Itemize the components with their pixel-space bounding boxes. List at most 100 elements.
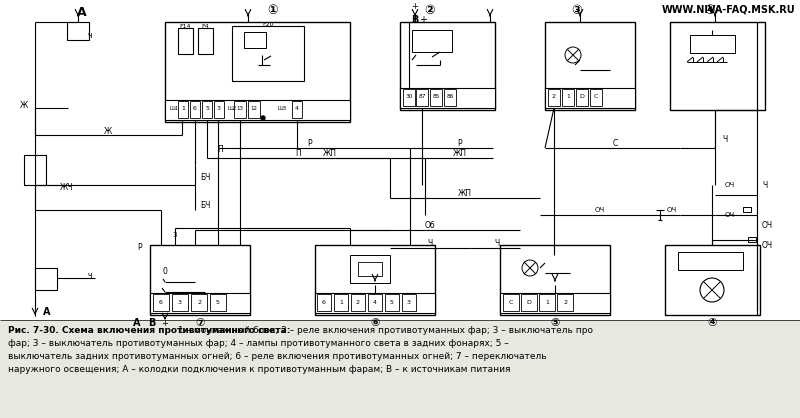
Text: Ж: Ж xyxy=(20,100,28,110)
Text: ОЧ: ОЧ xyxy=(725,212,735,218)
Text: наружного освещения; А – колодки подключения к противотуманным фарам; В – к исто: наружного освещения; А – колодки подключ… xyxy=(8,365,510,374)
Bar xyxy=(0,0,800,320)
Text: F20: F20 xyxy=(262,21,274,26)
Text: ④: ④ xyxy=(707,318,717,328)
Text: С: С xyxy=(612,140,618,148)
Text: F4: F4 xyxy=(201,23,209,28)
Text: Р: Р xyxy=(138,244,142,252)
Bar xyxy=(232,26,304,81)
Text: ⑤: ⑤ xyxy=(550,318,560,328)
Text: ①: ① xyxy=(268,3,278,16)
Text: 2: 2 xyxy=(552,94,556,99)
Text: ④: ④ xyxy=(705,3,715,16)
Text: ч: ч xyxy=(88,31,92,41)
Bar xyxy=(202,101,212,118)
Text: 0: 0 xyxy=(162,268,167,276)
Text: выключатель задних противотуманных огней; 6 – реле включения противотуманных огн: выключатель задних противотуманных огней… xyxy=(8,352,546,361)
Text: БЧ: БЧ xyxy=(200,173,210,183)
Text: 1 – монтажный блок; 2 – реле включения противотуманных фар; 3 – выключатель про: 1 – монтажный блок; 2 – реле включения п… xyxy=(175,326,593,335)
Text: 1: 1 xyxy=(566,94,570,99)
Bar xyxy=(539,294,555,311)
Bar xyxy=(165,100,350,120)
Bar xyxy=(521,294,537,311)
Text: A: A xyxy=(43,307,50,317)
Text: П: П xyxy=(217,145,223,155)
Text: Ж: Ж xyxy=(104,127,112,137)
Bar xyxy=(665,245,760,315)
Bar xyxy=(334,294,348,311)
Bar xyxy=(350,255,390,283)
Bar xyxy=(198,28,213,54)
Text: Ш1: Ш1 xyxy=(170,105,179,110)
Text: 13: 13 xyxy=(237,107,243,112)
Text: ОЧ: ОЧ xyxy=(762,240,773,250)
Text: ②: ② xyxy=(425,3,435,16)
Bar xyxy=(191,294,207,311)
Bar xyxy=(172,294,188,311)
Bar xyxy=(351,294,365,311)
Text: ЖП: ЖП xyxy=(323,150,337,158)
Text: 1: 1 xyxy=(339,300,343,304)
Bar xyxy=(150,293,250,313)
Bar xyxy=(412,30,452,52)
Text: ч: ч xyxy=(88,270,92,280)
Bar xyxy=(743,207,751,212)
Bar xyxy=(358,262,382,276)
Text: ОЧ: ОЧ xyxy=(595,207,605,213)
Bar xyxy=(400,88,495,108)
Text: F14: F14 xyxy=(179,23,190,28)
Text: П: П xyxy=(295,150,301,158)
Text: Ч: Ч xyxy=(722,135,728,145)
Bar xyxy=(690,35,735,53)
Text: 6: 6 xyxy=(193,107,197,112)
Text: ЖЧ: ЖЧ xyxy=(60,184,74,193)
Text: 86: 86 xyxy=(446,94,454,99)
Bar xyxy=(576,89,588,106)
Text: 4: 4 xyxy=(373,300,377,304)
Circle shape xyxy=(261,116,265,120)
Bar xyxy=(430,89,442,106)
Bar xyxy=(0,320,800,418)
Bar xyxy=(315,293,435,313)
Text: 5: 5 xyxy=(216,300,220,304)
Text: ЖП: ЖП xyxy=(458,189,472,199)
Text: +: + xyxy=(162,319,169,327)
Text: C: C xyxy=(594,94,598,99)
Text: Р: Р xyxy=(458,140,462,148)
Text: 6: 6 xyxy=(322,300,326,304)
Bar xyxy=(590,89,602,106)
Bar xyxy=(214,101,224,118)
Text: B: B xyxy=(148,318,156,328)
Bar xyxy=(67,22,89,40)
Text: 6: 6 xyxy=(159,300,163,304)
Text: 5: 5 xyxy=(205,107,209,112)
Text: Рис. 7-30. Схема включения противотуманного света:: Рис. 7-30. Схема включения противотуманн… xyxy=(8,326,290,335)
Text: 3: 3 xyxy=(173,232,178,238)
Bar xyxy=(500,293,610,313)
Bar xyxy=(190,101,200,118)
Bar xyxy=(178,101,188,118)
Bar xyxy=(385,294,399,311)
Circle shape xyxy=(522,260,538,276)
Bar xyxy=(368,294,382,311)
Text: Об: Об xyxy=(425,222,435,230)
Text: 5: 5 xyxy=(390,300,394,304)
Bar xyxy=(500,245,610,315)
Bar xyxy=(402,294,416,311)
Bar xyxy=(153,294,169,311)
Bar xyxy=(315,245,435,315)
Text: ③: ③ xyxy=(572,3,582,16)
Text: Ш2: Ш2 xyxy=(227,105,236,110)
Text: Ш3: Ш3 xyxy=(278,105,287,110)
Bar xyxy=(678,252,743,270)
Bar xyxy=(150,245,250,315)
Text: 1: 1 xyxy=(545,300,549,304)
Text: 3: 3 xyxy=(217,107,221,112)
Text: 4: 4 xyxy=(295,107,299,112)
Text: +: + xyxy=(411,2,418,11)
Bar xyxy=(210,294,226,311)
Bar xyxy=(562,89,574,106)
Bar xyxy=(292,101,302,118)
Text: 2: 2 xyxy=(563,300,567,304)
Text: +: + xyxy=(419,15,427,25)
